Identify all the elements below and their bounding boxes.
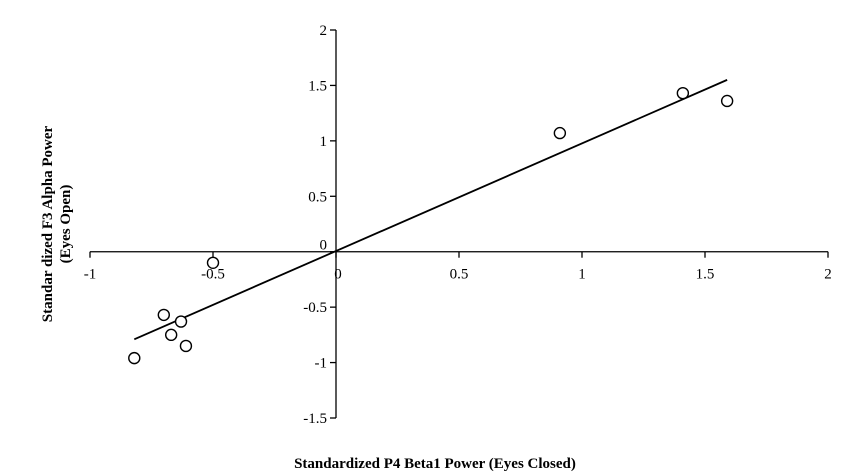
y-tick-labels: -1.5 -1 -0.5 0 0.5 1 1.5 2: [303, 23, 327, 427]
data-point: [128, 351, 141, 365]
data-points: [128, 86, 734, 365]
y-tick-label: -0.5: [303, 300, 327, 316]
x-tick-label: 2: [824, 267, 832, 283]
x-tick-label: 1.5: [696, 267, 715, 283]
x-tick-label: 0.5: [450, 267, 469, 283]
data-point: [676, 86, 690, 100]
y-tick-marks: [330, 29, 336, 419]
y-tick-label: 0: [320, 238, 328, 254]
y-tick-label: 0.5: [308, 189, 327, 205]
x-tick-labels: -1 -0.5 0 0.5 1 1.5 2: [84, 267, 832, 283]
x-tick-label: 1: [578, 267, 586, 283]
y-tick-label: 2: [320, 23, 328, 39]
data-point: [179, 339, 193, 353]
data-point: [164, 328, 178, 342]
data-point: [720, 94, 734, 108]
x-tick-label: -0.5: [201, 267, 225, 283]
axes: [90, 30, 828, 418]
data-point: [157, 308, 171, 322]
data-point: [553, 126, 567, 140]
x-axis-title: Standardized P4 Beta1 Power (Eyes Closed…: [294, 456, 576, 472]
data-point: [206, 256, 220, 269]
x-tick-marks: [89, 251, 829, 258]
x-tick-label: 0: [334, 267, 342, 283]
y-axis-title-line-2: (Eyes Open): [58, 185, 74, 264]
y-axis-title-line-1: Standar dized F3 Alpha Power: [40, 125, 56, 322]
trend-line: [133, 79, 728, 341]
y-axis-title: Standar dized F3 Alpha Power (Eyes Open): [40, 125, 74, 322]
x-tick-label: -1: [84, 267, 97, 283]
data-point: [174, 315, 188, 328]
y-tick-label: -1.5: [303, 411, 327, 427]
y-tick-label: 1: [320, 134, 328, 150]
y-tick-label: 1.5: [308, 78, 327, 94]
y-tick-label: -1: [315, 356, 328, 372]
